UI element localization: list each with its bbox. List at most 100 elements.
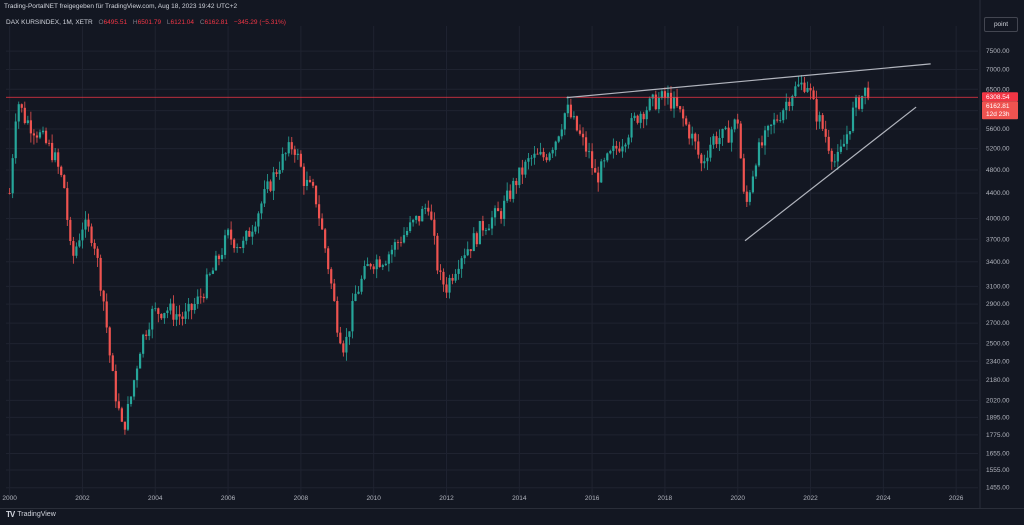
y-tick-label: 2500.00 — [986, 341, 1010, 348]
candle-up — [703, 161, 706, 164]
candle-up — [506, 190, 509, 201]
y-tick-label: 3400.00 — [986, 259, 1010, 266]
tradingview-logo[interactable]: TV TradingView — [6, 510, 56, 519]
candle-up — [487, 228, 491, 231]
candle-up — [706, 157, 709, 162]
candle-up — [236, 247, 239, 249]
candle-down — [72, 241, 75, 256]
candle-down — [248, 230, 251, 237]
x-tick-label: 2026 — [949, 495, 964, 502]
candle-up — [754, 165, 758, 177]
candle-down — [715, 136, 718, 145]
candle-up — [554, 141, 557, 150]
candle-up — [211, 270, 214, 274]
candle-up — [791, 96, 794, 107]
level-price-badge — [982, 92, 1018, 102]
candle-up — [366, 263, 369, 267]
candle-up — [263, 189, 266, 204]
candle-down — [369, 263, 372, 267]
candle-up — [666, 92, 670, 99]
candle-down — [299, 153, 302, 167]
candle-down — [430, 211, 433, 220]
y-tick-label: 6500.00 — [986, 86, 1010, 93]
candle-up — [260, 203, 263, 214]
candle-down — [815, 99, 818, 122]
candle-up — [833, 161, 836, 163]
candle-down — [321, 218, 324, 230]
candle-down — [427, 207, 430, 212]
candle-down — [682, 109, 685, 119]
candle-up — [421, 208, 424, 222]
candle-down — [675, 97, 679, 107]
candle-up — [166, 310, 169, 314]
candle-up — [360, 278, 363, 292]
candle-up — [26, 120, 29, 123]
candle-down — [669, 92, 673, 109]
candle-down — [399, 242, 403, 244]
candle-up — [387, 254, 390, 264]
candle-up — [457, 268, 460, 274]
candle-down — [330, 269, 333, 284]
candle-up — [724, 127, 727, 129]
candle-down — [433, 219, 436, 236]
candle-up — [351, 301, 354, 332]
candle-down — [93, 242, 96, 249]
candle-up — [169, 303, 172, 311]
price-chart[interactable]: 7500.007000.006500.006000.005600.005200.… — [0, 0, 1024, 508]
y-tick-label: 1555.00 — [986, 467, 1010, 474]
candle-down — [615, 145, 618, 149]
y-tick-label: 2180.00 — [986, 377, 1010, 384]
candle-up — [251, 231, 254, 237]
candle-up — [691, 133, 694, 139]
candle-up — [193, 304, 196, 311]
candle-up — [363, 266, 366, 279]
candle-down — [90, 226, 93, 243]
candle-up — [472, 233, 475, 252]
candle-up — [587, 151, 591, 153]
candle-down — [57, 152, 60, 167]
candle-down — [35, 135, 39, 138]
candle-down — [821, 115, 824, 129]
candle-up — [345, 336, 348, 353]
candle-down — [788, 101, 791, 107]
x-tick-label: 2024 — [876, 495, 891, 502]
candle-down — [123, 421, 127, 430]
candle-up — [226, 229, 230, 236]
candle-down — [867, 87, 870, 99]
y-tick-label: 3700.00 — [986, 236, 1010, 243]
candle-down — [60, 166, 63, 176]
symbol-label[interactable]: DAX KURSINDEX, 1M, XETR — [6, 19, 93, 26]
candle-up — [839, 146, 842, 152]
last-price-badge — [982, 101, 1018, 120]
candle-down — [302, 166, 306, 186]
level-price-text: 6308.54 — [986, 94, 1010, 101]
candle-up — [733, 119, 736, 130]
candle-up — [612, 145, 615, 151]
footer-bar — [0, 508, 1024, 525]
candle-up — [551, 149, 554, 154]
candle-down — [32, 133, 36, 136]
candle-down — [515, 180, 518, 186]
candle-down — [233, 239, 236, 249]
candle-down — [269, 181, 272, 191]
candle-up — [557, 136, 560, 142]
candle-down — [293, 149, 296, 155]
candle-down — [51, 142, 54, 161]
candle-down — [475, 233, 478, 245]
candle-down — [29, 120, 32, 134]
candle-up — [154, 308, 157, 310]
candle-up — [718, 137, 721, 145]
candle-up — [381, 265, 384, 267]
candle-up — [357, 291, 360, 294]
candle-down — [678, 106, 682, 110]
price-scale-mode-button[interactable]: point — [984, 17, 1018, 32]
candle-up — [560, 129, 563, 137]
open-label: O — [98, 19, 104, 26]
candle-up — [854, 97, 858, 108]
y-tick-label: 7000.00 — [986, 67, 1010, 74]
candle-down — [239, 247, 242, 248]
candle-down — [584, 137, 588, 152]
candle-down — [451, 277, 454, 281]
candle-up — [785, 101, 788, 111]
candle-up — [490, 217, 494, 229]
